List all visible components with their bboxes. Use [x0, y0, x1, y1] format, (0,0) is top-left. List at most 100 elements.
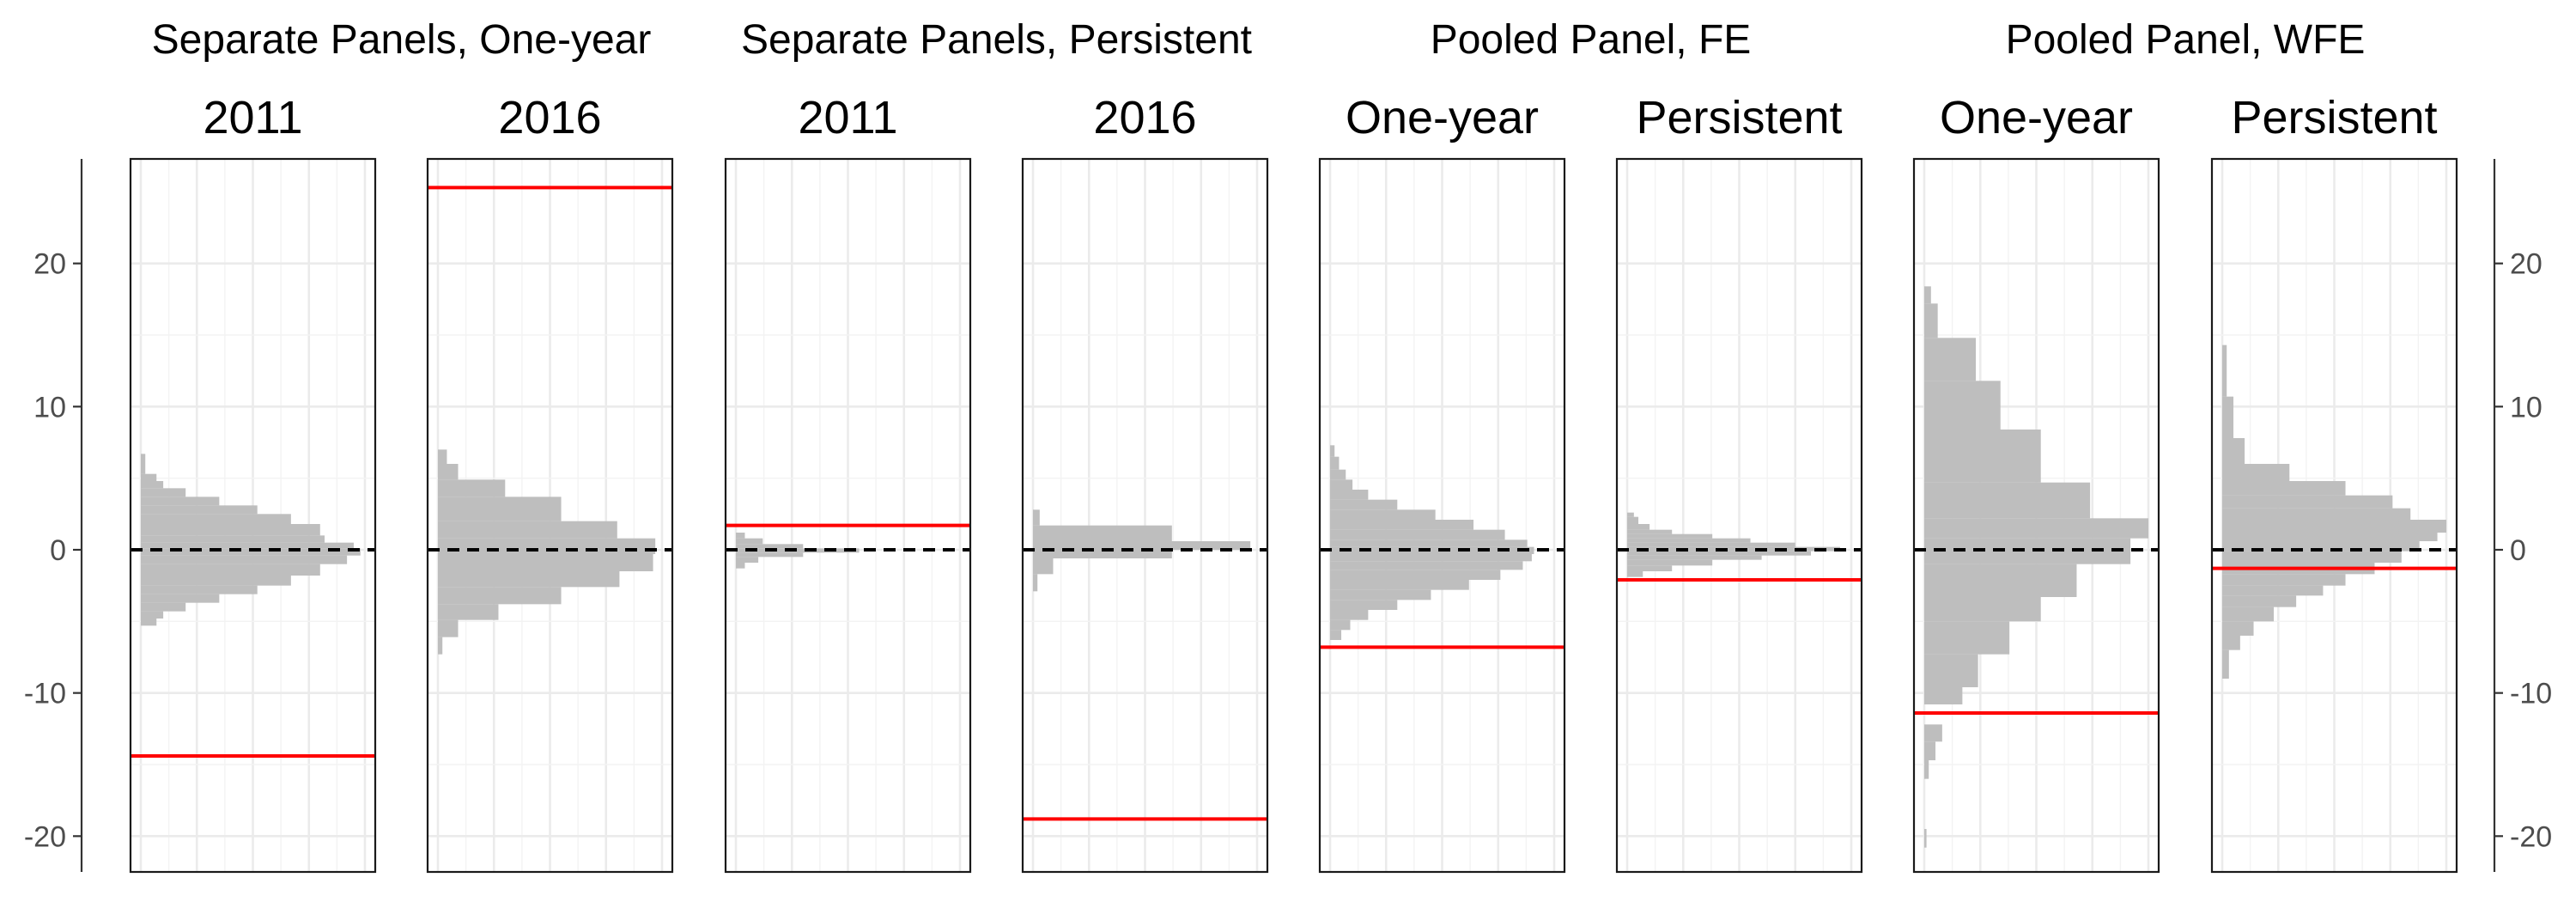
panel-frame — [1318, 157, 1566, 874]
histogram-bar — [1627, 538, 1751, 543]
y-tick-label-right: 10 — [2510, 391, 2543, 424]
panel-frame — [1912, 157, 2160, 874]
histogram-bar — [1627, 546, 1840, 552]
histogram-bar — [1033, 550, 1172, 558]
histogram-bar — [141, 576, 291, 586]
histogram-bar — [1924, 564, 2077, 597]
histogram-bar — [1924, 597, 2041, 622]
histogram-bar — [2222, 621, 2254, 636]
histogram-bar — [141, 535, 325, 543]
histogram-bar — [1033, 558, 1054, 575]
panel-title: 2016 — [498, 92, 601, 143]
y-tick-label-left: 20 — [33, 248, 66, 281]
histogram-bar — [141, 555, 348, 564]
y-tick-label-right: 0 — [2510, 534, 2526, 567]
histogram-bar — [1330, 509, 1436, 520]
histogram-bar — [1924, 621, 2010, 655]
histogram-bar — [1627, 551, 1812, 556]
histogram-bar — [141, 497, 220, 506]
histogram-bar — [1033, 509, 1040, 526]
histogram-bar — [141, 488, 186, 497]
histogram-bar — [1627, 529, 1673, 534]
histogram-bar — [1033, 541, 1251, 550]
facet-panel — [1318, 157, 1566, 874]
histogram-bar — [2222, 585, 2324, 596]
titles-layer: Separate Panels, One-year Separate Panels… — [152, 17, 2438, 143]
histogram-bar — [1627, 524, 1650, 530]
histogram-bar — [1627, 565, 1673, 571]
group-title: Separate Panels, One-year — [152, 17, 652, 63]
histogram-bar — [438, 497, 562, 521]
histogram-bar — [1924, 760, 1929, 779]
histogram-bar — [1330, 499, 1398, 510]
histogram-bar — [141, 454, 146, 474]
histogram-bar — [1330, 600, 1398, 610]
histogram-bar — [1033, 574, 1038, 592]
histogram-bar — [438, 637, 443, 655]
histogram-bar — [141, 585, 258, 594]
histogram-bar — [2222, 606, 2275, 622]
histogram-bar — [141, 481, 164, 489]
histogram-bar — [2222, 508, 2411, 520]
histogram-bar — [141, 564, 320, 576]
histogram-bar — [2222, 595, 2297, 607]
histogram-bar — [1330, 445, 1335, 457]
histogram-bar — [2222, 495, 2393, 509]
histogram-bar — [438, 619, 459, 637]
histogram-bar — [2222, 520, 2446, 533]
histogram-bar — [438, 538, 656, 554]
histogram-bar — [1924, 286, 1931, 304]
histogram-bar — [1924, 518, 2148, 539]
y-tick-label-left: 10 — [33, 391, 66, 424]
histogram-bar — [1330, 589, 1431, 600]
histogram-bar — [438, 464, 459, 480]
histogram-bar — [141, 524, 320, 536]
histogram-bar — [438, 479, 506, 497]
histogram-bar — [1330, 630, 1342, 640]
y-tick-label-right: -10 — [2510, 678, 2552, 710]
histogram-bar — [1330, 539, 1528, 547]
panel-title: One-year — [1346, 92, 1539, 143]
panel-title: Persistent — [2231, 92, 2437, 143]
facet-panel — [1615, 157, 1863, 874]
histogram-bar — [1627, 516, 1639, 524]
histogram-bar — [1924, 687, 1963, 704]
histogram-bar — [141, 594, 220, 603]
histogram-bar — [438, 554, 653, 571]
histogram-bar — [141, 619, 157, 626]
histogram-bar — [2222, 481, 2346, 496]
facet-panel — [1912, 157, 2160, 874]
panels-layer — [129, 157, 2458, 874]
histogram-bar — [2222, 574, 2346, 586]
histogram-bar — [1330, 520, 1474, 530]
histogram-bar — [1627, 512, 1634, 517]
histogram-bar — [1627, 559, 1713, 566]
histogram-bar — [736, 544, 804, 549]
y-tick-label-left: -20 — [24, 820, 66, 853]
histogram-bar — [2222, 541, 2420, 552]
histogram-bar — [141, 514, 291, 524]
histogram-bar — [1330, 469, 1346, 480]
panel-frame — [724, 157, 972, 874]
histogram-bar — [2222, 438, 2245, 464]
histogram-bar — [1330, 554, 1532, 562]
histogram-bar — [1924, 381, 2001, 430]
y-tick-label-right: -20 — [2510, 820, 2552, 853]
facet-panel — [1021, 157, 1269, 874]
y-tick-label-left: 0 — [50, 534, 66, 567]
histogram-bar — [141, 473, 157, 481]
histogram-bar — [1330, 610, 1369, 620]
axes-layer: -20 -20 -10 -10 0 0 10 10 20 20 — [24, 159, 2552, 872]
histogram-bar — [1330, 570, 1501, 580]
histogram-bar — [736, 563, 745, 569]
histogram-bar — [1924, 724, 1942, 742]
facet-panel — [2210, 157, 2458, 874]
histogram-bar — [736, 552, 804, 558]
y-tick-label-left: -10 — [24, 678, 66, 710]
panel-frame — [426, 157, 674, 874]
group-title: Pooled Panel, WFE — [2006, 17, 2366, 63]
histogram-bar — [1330, 490, 1369, 500]
histogram-bar — [1627, 571, 1643, 577]
histogram-bar — [141, 548, 361, 556]
panel-title: 2011 — [798, 92, 897, 143]
